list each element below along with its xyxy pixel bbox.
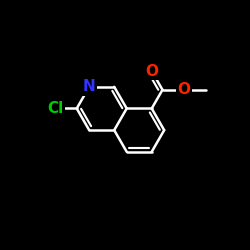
- Text: N: N: [83, 79, 96, 94]
- Text: Cl: Cl: [47, 101, 63, 116]
- Text: O: O: [145, 64, 158, 78]
- Text: O: O: [178, 82, 190, 97]
